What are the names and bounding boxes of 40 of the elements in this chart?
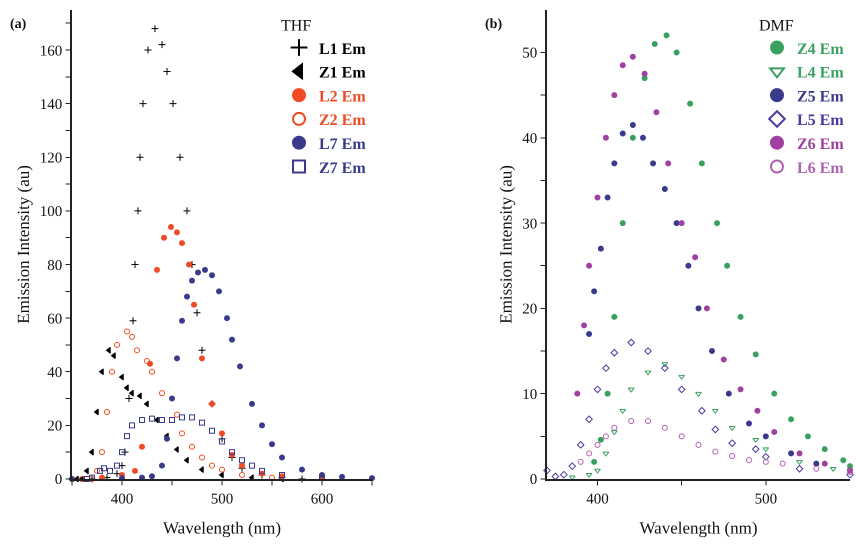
x-axis-title: Wavelength (nm) xyxy=(639,518,758,538)
x-tick-label: 500 xyxy=(210,492,234,508)
x-tick-label: 500 xyxy=(754,492,778,508)
y-tick-label: 120 xyxy=(40,150,62,167)
legend-label: Z6 Em xyxy=(797,136,844,153)
legend-title: DMF xyxy=(759,18,794,35)
legend-label: L5 Em xyxy=(797,112,844,130)
text: (a) xyxy=(10,17,27,32)
x-tick-label: 400 xyxy=(586,492,609,508)
legend-label: L7 Em xyxy=(319,136,366,153)
y-tick-label: 20 xyxy=(522,302,538,318)
legend-label: Z2 Em xyxy=(319,112,366,130)
x-axis-title: Wavelength (nm) xyxy=(162,518,282,538)
y-axis-title: Emission Intensity (au) xyxy=(496,165,516,324)
y-axis-title: Emission Intensity (au) xyxy=(14,165,33,324)
legend-label: Z5 Em xyxy=(797,88,844,106)
y-tick-label: 20 xyxy=(47,418,62,435)
y-tick-label: 0 xyxy=(530,472,538,488)
legend-label: Z1 Em xyxy=(319,64,366,82)
legend-label: L1 Em xyxy=(319,40,366,58)
legend-label: L6 Em xyxy=(797,160,844,177)
y-tick-label: 40 xyxy=(47,364,62,381)
legend-label: L4 Em xyxy=(797,64,844,82)
y-tick-label: 140 xyxy=(40,96,62,113)
legend-label: L2 Em xyxy=(319,88,366,106)
y-tick-label: 30 xyxy=(522,216,538,232)
x-tick-label: 400 xyxy=(110,492,134,508)
y-tick-label: 40 xyxy=(522,131,538,148)
y-tick-label: 80 xyxy=(47,258,62,274)
y-tick-label: 10 xyxy=(522,386,538,403)
text: (b) xyxy=(485,17,502,32)
y-tick-label: 160 xyxy=(40,43,62,60)
legend-title: THF xyxy=(281,18,312,35)
y-tick-label: 50 xyxy=(522,46,538,62)
y-tick-label: 100 xyxy=(40,204,62,220)
y-tick-label: 0 xyxy=(54,472,62,488)
legend-label: Z7 Em xyxy=(319,160,366,177)
x-tick-label: 600 xyxy=(310,492,334,508)
legend-label: Z4 Em xyxy=(797,40,844,58)
y-tick-label: 60 xyxy=(47,311,62,328)
